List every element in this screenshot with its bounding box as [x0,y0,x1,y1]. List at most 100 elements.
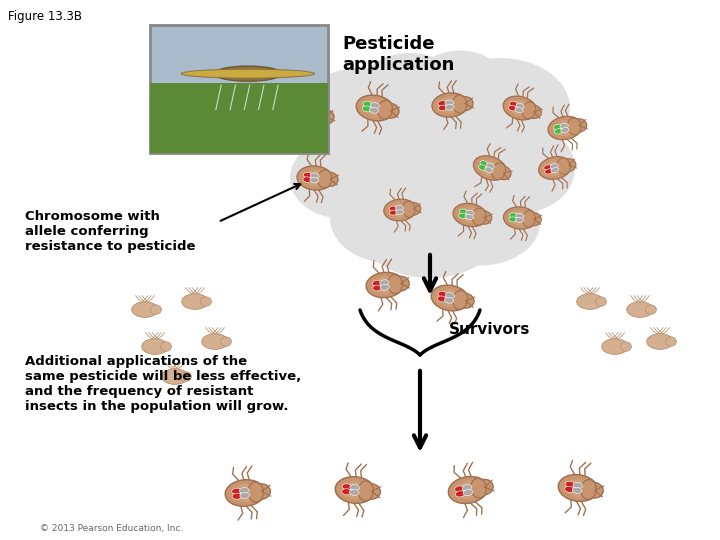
Ellipse shape [200,297,212,306]
Ellipse shape [516,218,523,222]
Ellipse shape [463,489,473,496]
Ellipse shape [392,276,409,291]
Ellipse shape [315,78,545,238]
Ellipse shape [511,210,529,226]
Ellipse shape [234,484,256,502]
Ellipse shape [444,298,454,303]
Ellipse shape [132,302,158,318]
Ellipse shape [561,127,569,133]
Ellipse shape [365,198,495,278]
Ellipse shape [342,484,352,490]
Ellipse shape [438,105,447,111]
Ellipse shape [380,285,390,291]
Ellipse shape [480,161,488,166]
Ellipse shape [516,213,523,219]
Ellipse shape [430,58,570,158]
Ellipse shape [402,201,415,217]
Ellipse shape [362,106,372,112]
Ellipse shape [305,170,325,186]
Ellipse shape [573,482,582,489]
Ellipse shape [457,293,474,308]
Ellipse shape [551,167,559,173]
Ellipse shape [572,119,587,132]
Ellipse shape [318,170,332,188]
Ellipse shape [515,107,523,113]
Ellipse shape [465,123,575,213]
Ellipse shape [554,129,562,134]
Ellipse shape [379,280,389,286]
Ellipse shape [360,53,460,123]
Ellipse shape [366,272,404,298]
Ellipse shape [232,493,242,499]
Ellipse shape [440,289,460,307]
Ellipse shape [415,51,505,116]
Ellipse shape [556,120,575,136]
Ellipse shape [420,180,540,266]
Ellipse shape [546,160,564,176]
Ellipse shape [472,208,486,225]
Ellipse shape [476,480,493,495]
Ellipse shape [202,334,228,349]
Ellipse shape [626,302,653,318]
Ellipse shape [364,99,385,117]
Ellipse shape [384,199,416,221]
Ellipse shape [503,96,537,120]
Ellipse shape [363,102,372,107]
Ellipse shape [240,492,250,498]
Ellipse shape [350,484,359,490]
Ellipse shape [526,105,541,118]
Ellipse shape [550,164,558,168]
Ellipse shape [567,479,589,497]
Ellipse shape [557,158,570,174]
Ellipse shape [390,210,397,215]
Ellipse shape [162,369,188,384]
Ellipse shape [369,107,379,113]
Ellipse shape [297,166,333,190]
Ellipse shape [440,97,460,113]
Ellipse shape [358,481,374,501]
Ellipse shape [577,294,603,309]
Ellipse shape [492,163,505,179]
Text: Additional applications of the
same pesticide will be less effective,
and the fr: Additional applications of the same pest… [25,355,301,413]
Ellipse shape [336,477,374,503]
Ellipse shape [562,159,576,172]
Ellipse shape [457,481,479,500]
Ellipse shape [621,342,631,351]
Ellipse shape [544,165,552,170]
Ellipse shape [456,491,465,497]
Ellipse shape [486,163,495,168]
Ellipse shape [459,213,467,219]
Ellipse shape [290,138,390,218]
Ellipse shape [248,482,264,502]
Ellipse shape [432,93,468,117]
Ellipse shape [645,305,657,314]
Ellipse shape [453,291,467,309]
Ellipse shape [406,202,420,215]
Ellipse shape [466,210,474,215]
Ellipse shape [214,66,282,82]
Ellipse shape [462,484,472,491]
Ellipse shape [431,285,469,311]
Ellipse shape [446,105,454,110]
Ellipse shape [496,166,511,180]
Ellipse shape [396,210,404,214]
Ellipse shape [481,160,499,176]
Ellipse shape [564,486,575,492]
Ellipse shape [453,204,487,227]
Ellipse shape [565,481,575,488]
Ellipse shape [374,276,395,294]
Ellipse shape [438,292,447,297]
Ellipse shape [356,95,394,121]
Ellipse shape [310,173,319,179]
Ellipse shape [377,100,392,119]
Ellipse shape [544,169,553,174]
Ellipse shape [310,178,319,183]
Ellipse shape [161,342,171,351]
Ellipse shape [150,305,161,314]
Ellipse shape [342,489,351,495]
Ellipse shape [372,280,382,286]
Ellipse shape [509,213,518,218]
Ellipse shape [305,119,315,125]
Ellipse shape [572,487,582,494]
Ellipse shape [389,206,397,211]
